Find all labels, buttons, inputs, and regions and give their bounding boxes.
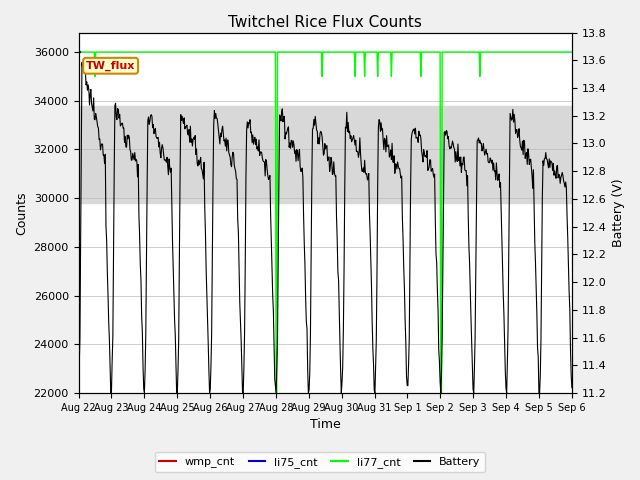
Legend: wmp_cnt, li75_cnt, li77_cnt, Battery: wmp_cnt, li75_cnt, li77_cnt, Battery (155, 452, 485, 472)
Y-axis label: Counts: Counts (15, 191, 28, 235)
X-axis label: Time: Time (310, 419, 340, 432)
Bar (79, 106, 572, 203)
Y-axis label: Battery (V): Battery (V) (612, 179, 625, 247)
Title: Twitchel Rice Flux Counts: Twitchel Rice Flux Counts (228, 15, 422, 30)
Text: TW_flux: TW_flux (86, 60, 135, 71)
